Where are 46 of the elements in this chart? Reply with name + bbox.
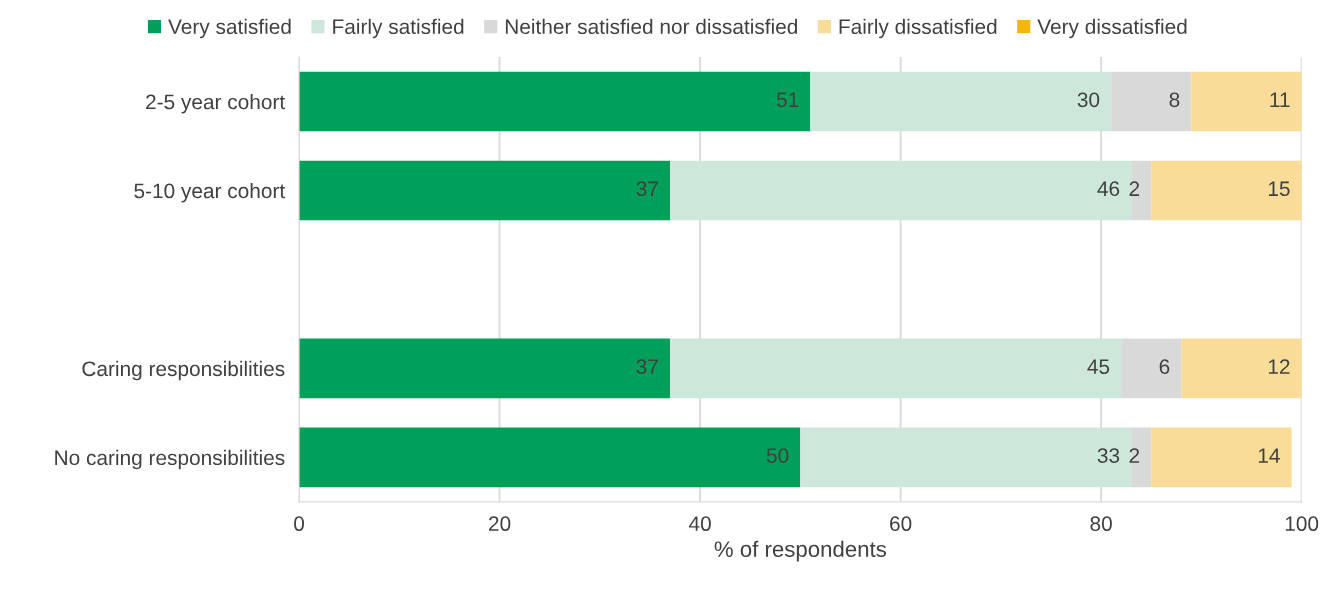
data-label: 33 <box>1097 448 1120 463</box>
y-tick-label: Caring responsibilities <box>82 360 285 381</box>
x-axis-title: % of respondents <box>714 540 887 562</box>
data-label: 46 <box>1097 181 1120 197</box>
x-tick-label: 40 <box>688 516 711 532</box>
data-label: 15 <box>1268 181 1290 197</box>
x-tick-label: 0 <box>294 516 305 532</box>
data-label: 6 <box>1159 359 1170 375</box>
x-tick-label: 20 <box>489 516 511 532</box>
data-label: 51 <box>776 92 799 108</box>
bar <box>1131 160 1152 221</box>
data-label: 45 <box>1087 359 1110 375</box>
bar <box>299 427 801 488</box>
legend-label: Very dissatisfied <box>1037 18 1187 39</box>
data-label: 37 <box>636 359 658 375</box>
bar <box>299 71 811 132</box>
x-tick-label: 100 <box>1285 516 1319 532</box>
bar <box>810 71 1112 132</box>
bar <box>670 338 1122 399</box>
data-label: 37 <box>636 181 658 197</box>
bar <box>1181 338 1302 399</box>
bar <box>1121 338 1182 399</box>
data-label: 30 <box>1077 92 1100 108</box>
legend-label: Fairly satisfied <box>333 18 464 39</box>
data-label: 8 <box>1169 92 1180 108</box>
bar <box>1191 71 1302 132</box>
legend-label: Fairly dissatisfied <box>839 18 997 39</box>
x-tick-label: 80 <box>1090 516 1112 532</box>
data-label: 14 <box>1258 448 1280 463</box>
bar <box>1131 427 1152 488</box>
bar <box>1151 160 1302 221</box>
bar <box>299 338 670 399</box>
data-label: 2 <box>1129 448 1140 463</box>
data-label: 2 <box>1129 181 1140 196</box>
y-tick-label: 5-10 year cohort <box>134 182 286 203</box>
bar <box>1151 427 1292 488</box>
x-tick-label: 60 <box>890 516 912 532</box>
data-label: 50 <box>766 448 789 463</box>
y-tick-label: 2-5 year cohort <box>146 94 286 114</box>
data-label: 11 <box>1270 92 1290 107</box>
data-label: 12 <box>1268 359 1290 374</box>
y-tick-label: No caring responsibilities <box>55 449 285 470</box>
bar <box>299 160 670 221</box>
legend-label: Very satisfied <box>168 18 291 39</box>
legend-label: Neither satisfied nor dissatisfied <box>505 18 798 35</box>
bar <box>1111 71 1192 132</box>
